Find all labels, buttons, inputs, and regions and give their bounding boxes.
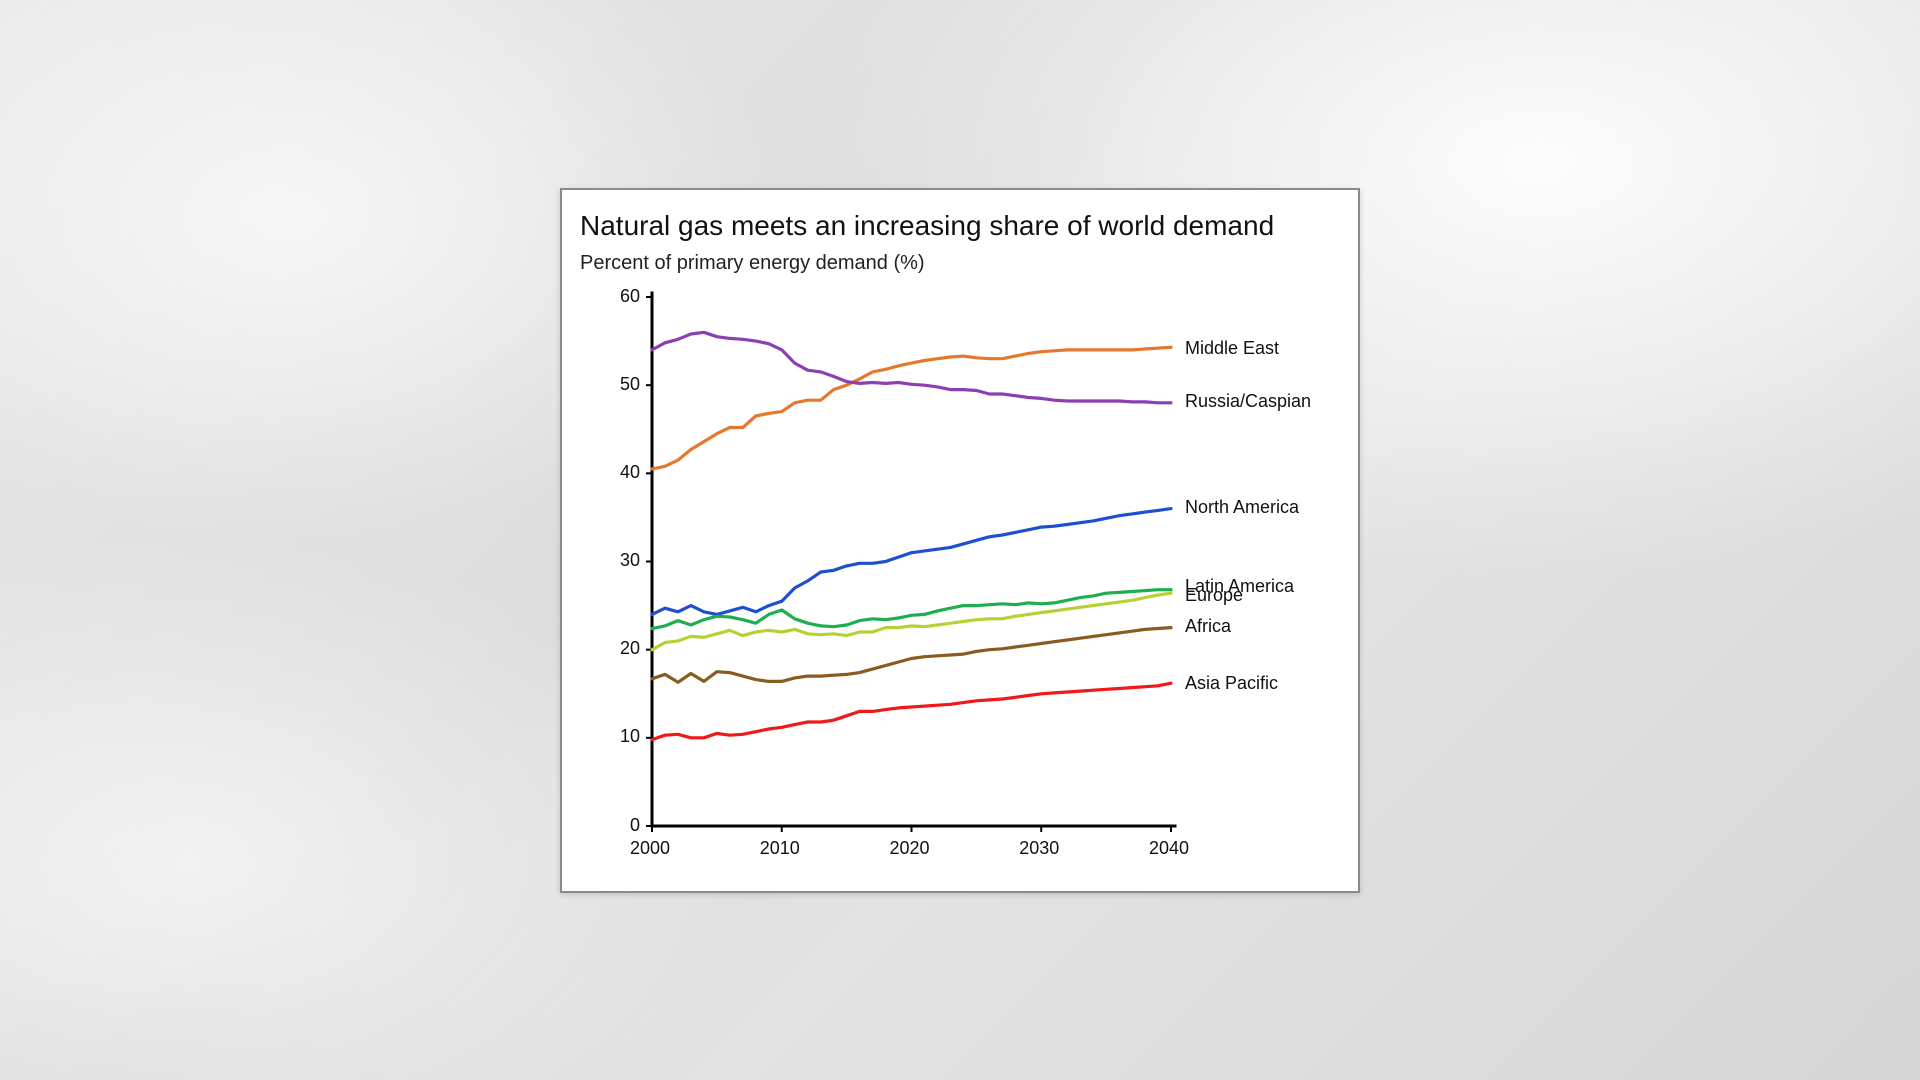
x-axis-tick-label: 2010 — [760, 838, 800, 859]
y-axis-tick-label: 60 — [620, 286, 640, 307]
y-axis-tick-label: 0 — [630, 815, 640, 836]
chart-subtitle: Percent of primary energy demand (%) — [580, 252, 1340, 275]
y-axis-tick-label: 40 — [620, 462, 640, 483]
x-axis-tick-label: 2000 — [630, 838, 670, 859]
chart-title: Natural gas meets an increasing share of… — [580, 210, 1340, 242]
y-axis-tick-label: 10 — [620, 726, 640, 747]
chart-card: Natural gas meets an increasing share of… — [560, 188, 1360, 893]
x-axis-tick-label: 2030 — [1019, 838, 1059, 859]
series-label: North America — [1185, 497, 1299, 518]
series-label: Russia/Caspian — [1185, 391, 1311, 412]
y-axis-tick-label: 30 — [620, 550, 640, 571]
slide-background: Natural gas meets an increasing share of… — [0, 0, 1920, 1080]
series-label: Europe — [1185, 585, 1243, 606]
chart-plot-area: 010203040506020002010202020302040Middle … — [580, 289, 1340, 869]
series-label: Africa — [1185, 616, 1231, 637]
series-label: Middle East — [1185, 338, 1279, 359]
x-axis-tick-label: 2020 — [890, 838, 930, 859]
x-axis-tick-label: 2040 — [1149, 838, 1189, 859]
series-label: Asia Pacific — [1185, 673, 1278, 694]
y-axis-tick-label: 50 — [620, 374, 640, 395]
y-axis-tick-label: 20 — [620, 638, 640, 659]
